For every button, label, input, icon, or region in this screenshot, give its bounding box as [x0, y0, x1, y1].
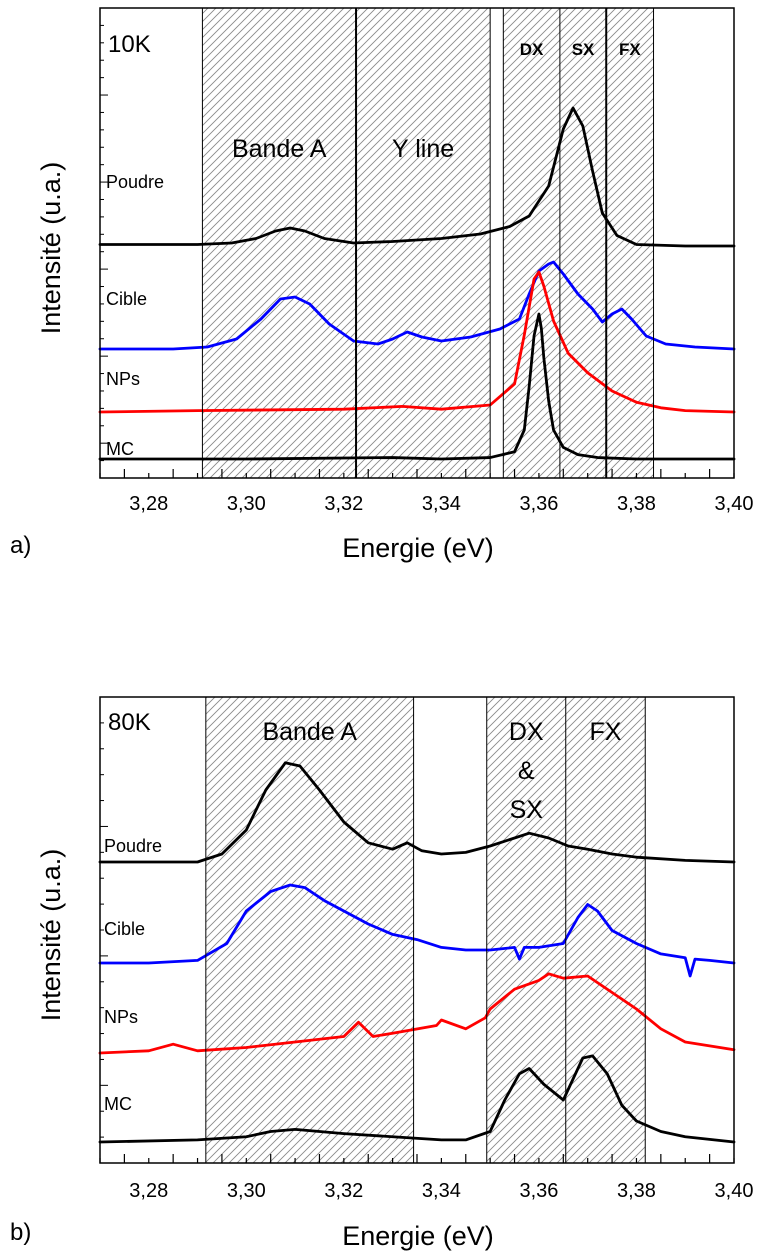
temperature-label: 10K — [108, 31, 151, 58]
x-tick-label: 3,40 — [715, 1180, 754, 1202]
x-tick-label: 3,30 — [227, 1180, 266, 1202]
region-label-sx: SX — [572, 40, 595, 59]
x-tick-label: 3,32 — [324, 493, 363, 515]
region-label-bande-a: Bande A — [262, 718, 357, 746]
series-label-nps: NPs — [104, 1007, 138, 1027]
x-tick-label: 3,34 — [422, 1180, 461, 1202]
region-label-bande-a: Bande A — [232, 135, 327, 163]
region-label-line: DX — [509, 718, 544, 746]
region-label-y-line: Y line — [392, 135, 454, 163]
x-tick-label: 3,34 — [422, 493, 461, 515]
region-dx-sx — [486, 697, 566, 1163]
region-label-line: & — [518, 757, 535, 785]
series-line-nps — [98, 972, 736, 1055]
series-label-cible: Cible — [104, 919, 145, 939]
series-line-poudre — [98, 106, 736, 248]
region-label-line: SX — [510, 796, 544, 824]
y-axis-label: Intensité (u.a.) — [36, 162, 66, 335]
x-tick-label: 3,40 — [715, 493, 754, 515]
region-fx — [565, 697, 646, 1163]
region-label-dx: DX — [520, 40, 544, 59]
series-line-poudre — [98, 761, 736, 864]
series-label-poudre: Poudre — [104, 836, 162, 856]
panel-a: 3,28 3,30 3,32 3,34 3,36 3,38 3,40 Bande A Y li… — [10, 7, 754, 563]
panel-label: a) — [10, 532, 31, 559]
x-tick-label: 3,28 — [129, 493, 168, 515]
x-axis-label: Energie (eV) — [342, 1221, 494, 1251]
x-tick-label: 3,36 — [519, 1180, 558, 1202]
region-label-fx: FX — [619, 40, 641, 59]
series-line-nps — [98, 270, 736, 414]
region-sx — [559, 8, 607, 478]
x-tick-label: 3,38 — [617, 1180, 656, 1202]
panel-label: b) — [10, 1219, 31, 1246]
x-tick-label: 3,32 — [324, 1180, 363, 1202]
y-axis-label: Intensité (u.a.) — [36, 849, 66, 1022]
panel-b: 3,28 3,30 3,32 3,34 3,36 3,38 3,40 Bande A DX & S… — [10, 696, 754, 1251]
plot-area-frame — [99, 696, 735, 1164]
series-label-cible: Cible — [106, 289, 147, 309]
series-label-poudre: Poudre — [106, 172, 164, 192]
x-tick-label: 3,30 — [227, 493, 266, 515]
x-tick-label: 3,28 — [129, 1180, 168, 1202]
series-label-nps: NPs — [106, 369, 140, 389]
series-line-mc — [98, 312, 736, 461]
x-axis-label: Energie (eV) — [342, 533, 494, 563]
x-tick-label: 3,38 — [617, 493, 656, 515]
series-line-cible — [98, 883, 736, 978]
region-label-fx: FX — [590, 718, 622, 746]
series-label-mc: MC — [104, 1094, 132, 1114]
temperature-label: 80K — [108, 709, 151, 736]
series-label-mc: MC — [106, 439, 134, 459]
x-tick-label: 3,36 — [519, 493, 558, 515]
series-line-mc — [98, 1054, 736, 1144]
plot-area-frame — [99, 7, 735, 479]
series-line-cible — [98, 260, 736, 351]
region-dx — [503, 8, 560, 478]
